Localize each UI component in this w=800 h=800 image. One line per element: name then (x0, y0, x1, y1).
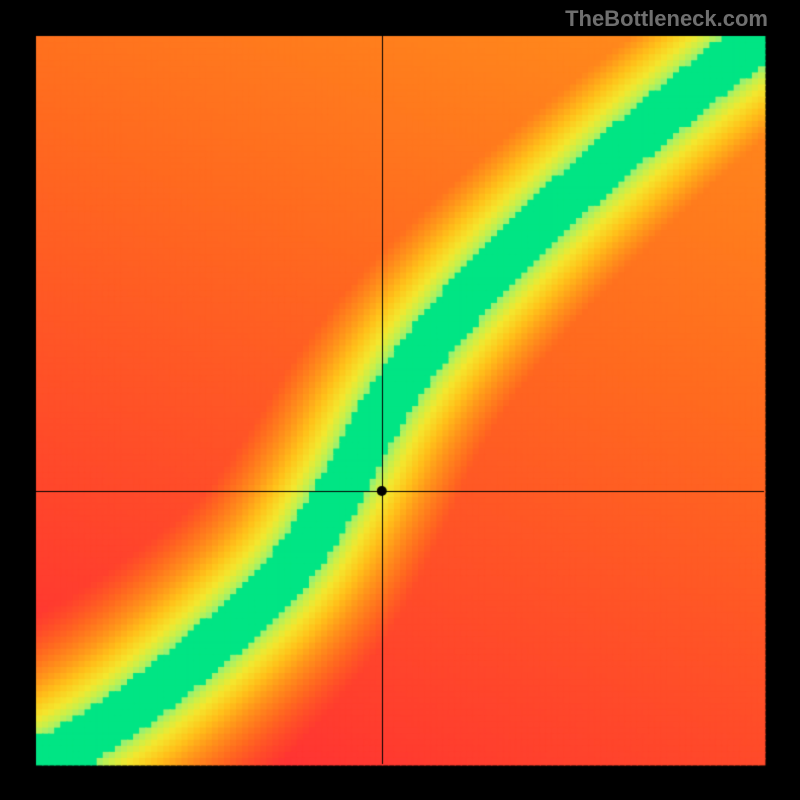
bottleneck-heatmap-canvas (0, 0, 800, 800)
chart-stage: TheBottleneck.com (0, 0, 800, 800)
